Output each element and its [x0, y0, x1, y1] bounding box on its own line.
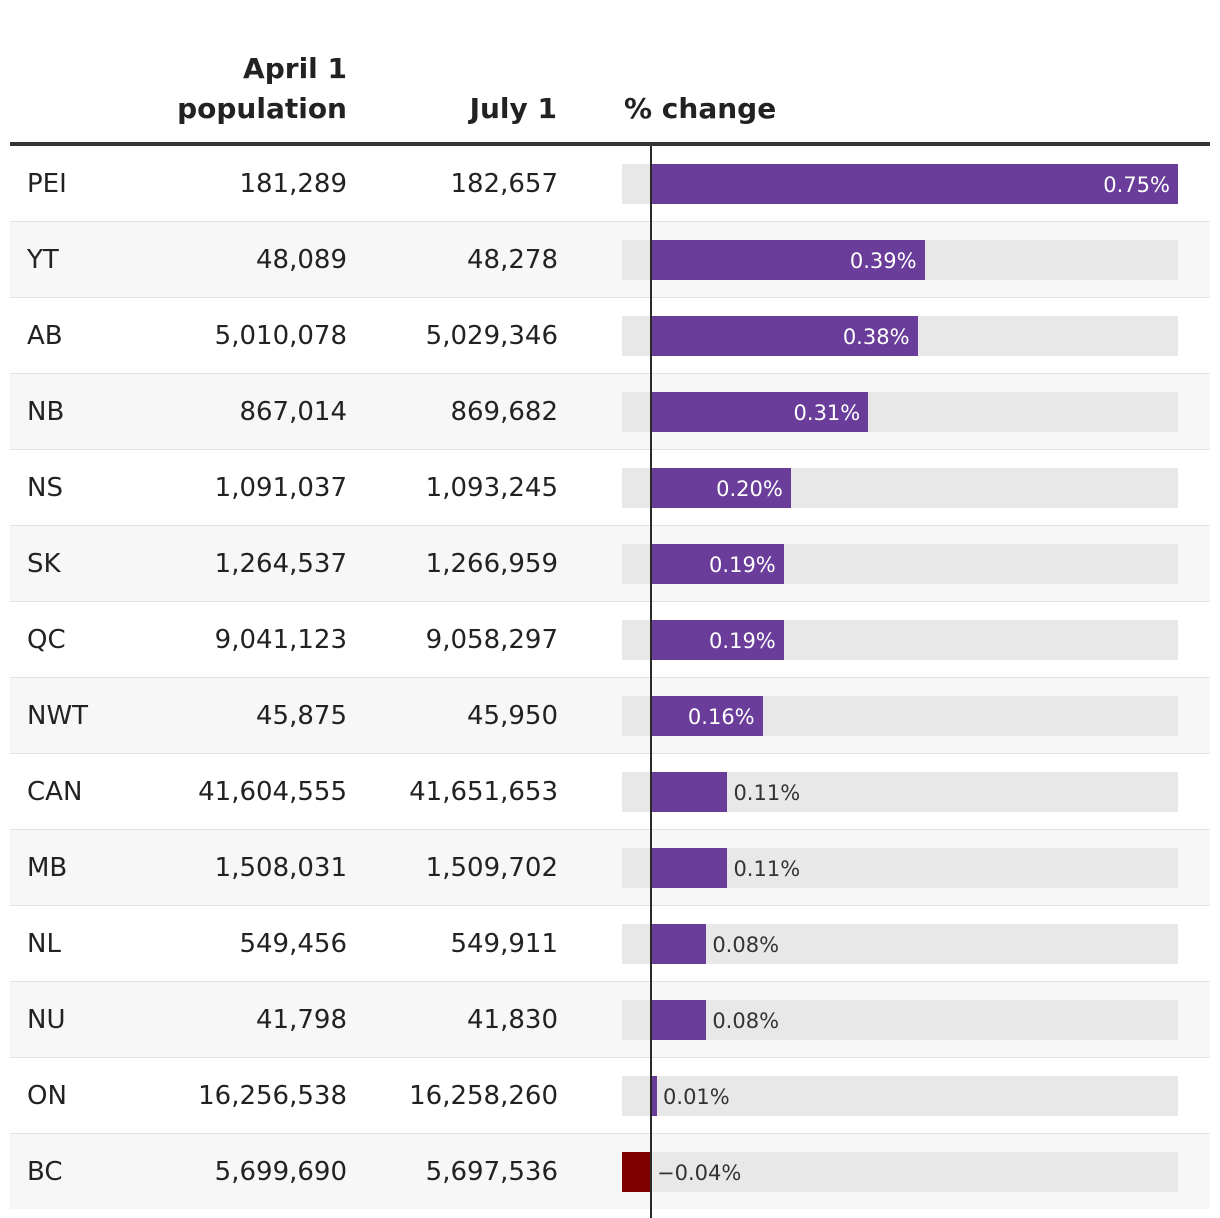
july-population-value: 1,509,702 — [425, 853, 558, 883]
table-row: AB 5,010,078 5,029,346 0.38% — [10, 298, 1210, 374]
july-population-value: 5,697,536 — [425, 1157, 558, 1187]
change-value-label: 0.08% — [712, 933, 780, 957]
table-row: NB 867,014 869,682 0.31% — [10, 374, 1210, 450]
header-april-line2: population — [177, 92, 347, 125]
header-rule — [10, 142, 1210, 146]
table-row: YT 48,089 48,278 0.39% — [10, 222, 1210, 298]
header-april-line1: April 1 — [243, 52, 347, 85]
province-label: AB — [27, 321, 63, 351]
table-row: ON 16,256,538 16,258,260 0.01% — [10, 1058, 1210, 1134]
bar-track — [622, 1076, 1178, 1116]
change-bar — [650, 848, 728, 888]
july-population-value: 549,911 — [450, 929, 558, 959]
change-value-label: 0.19% — [709, 553, 776, 577]
bar-track — [622, 1000, 1178, 1040]
change-value-label: 0.20% — [716, 477, 783, 501]
table-row: NL 549,456 549,911 0.08% — [10, 906, 1210, 982]
april-population-value: 1,091,037 — [214, 473, 347, 503]
change-bar — [650, 1076, 658, 1116]
change-value-label: 0.39% — [849, 249, 917, 273]
change-bar — [650, 924, 707, 964]
table-body: PEI 181,289 182,657 0.75% YT 48,089 48,278 0.39… — [10, 146, 1210, 1209]
bar-track — [622, 1152, 1178, 1192]
july-population-value: 1,093,245 — [425, 473, 558, 503]
april-population-value: 181,289 — [239, 169, 347, 199]
july-population-value: 48,278 — [467, 245, 558, 275]
header-percent-change: % change — [624, 92, 777, 125]
province-label: YT — [27, 245, 59, 275]
province-label: MB — [27, 853, 68, 883]
april-population-value: 16,256,538 — [198, 1081, 347, 1111]
april-population-value: 1,264,537 — [214, 549, 347, 579]
april-population-value: 48,089 — [256, 245, 347, 275]
july-population-value: 9,058,297 — [425, 625, 558, 655]
april-population-value: 41,604,555 — [198, 777, 347, 807]
july-population-value: 41,830 — [467, 1005, 558, 1035]
table-row: NWT 45,875 45,950 0.16% — [10, 678, 1210, 754]
change-bar — [650, 240, 925, 280]
change-bar — [650, 468, 791, 508]
table-row: BC 5,699,690 5,697,536 −0.04% — [10, 1134, 1210, 1209]
april-population-value: 549,456 — [239, 929, 347, 959]
change-bar — [650, 772, 728, 812]
province-label: BC — [27, 1157, 63, 1187]
change-bar — [621, 1152, 650, 1192]
april-population-value: 41,798 — [256, 1005, 347, 1035]
change-value-label: 0.16% — [687, 705, 755, 729]
change-bar — [650, 544, 784, 584]
change-value-label: 0.19% — [709, 629, 776, 653]
july-population-value: 869,682 — [450, 397, 558, 427]
change-value-label: 0.08% — [712, 1009, 780, 1033]
bar-track — [622, 924, 1178, 964]
july-population-value: 45,950 — [467, 701, 558, 731]
province-label: CAN — [27, 777, 83, 807]
change-value-label: 0.75% — [1103, 173, 1170, 197]
july-population-value: 5,029,346 — [425, 321, 558, 351]
april-population-value: 9,041,123 — [214, 625, 347, 655]
change-value-label: 0.11% — [733, 781, 801, 805]
change-value-label: −0.04% — [657, 1161, 742, 1185]
header-april-population: April 1 population — [177, 49, 347, 129]
province-label: NL — [27, 929, 61, 959]
april-population-value: 1,508,031 — [214, 853, 347, 883]
april-population-value: 5,010,078 — [214, 321, 347, 351]
table-row: CAN 41,604,555 41,651,653 0.11% — [10, 754, 1210, 830]
change-value-label: 0.01% — [663, 1085, 730, 1109]
table-row: NU 41,798 41,830 0.08% — [10, 982, 1210, 1058]
july-population-value: 41,651,653 — [409, 777, 558, 807]
change-value-label: 0.38% — [842, 325, 910, 349]
province-label: NU — [27, 1005, 66, 1035]
table-row: QC 9,041,123 9,058,297 0.19% — [10, 602, 1210, 678]
table-row: PEI 181,289 182,657 0.75% — [10, 146, 1210, 222]
change-bar — [650, 696, 763, 736]
province-label: NS — [27, 473, 63, 503]
header-july: July 1 — [469, 92, 557, 125]
change-bar — [650, 1000, 707, 1040]
province-label: SK — [27, 549, 61, 579]
zero-axis-line — [650, 146, 652, 1218]
april-population-value: 45,875 — [256, 701, 347, 731]
table-row: NS 1,091,037 1,093,245 0.20% — [10, 450, 1210, 526]
province-label: ON — [27, 1081, 67, 1111]
province-label: QC — [27, 625, 66, 655]
table-row: SK 1,264,537 1,266,959 0.19% — [10, 526, 1210, 602]
province-label: PEI — [27, 169, 67, 199]
july-population-value: 182,657 — [450, 169, 558, 199]
april-population-value: 867,014 — [239, 397, 347, 427]
table-row: MB 1,508,031 1,509,702 0.11% — [10, 830, 1210, 906]
change-value-label: 0.31% — [793, 401, 861, 425]
change-bar — [650, 392, 869, 432]
july-population-value: 16,258,260 — [409, 1081, 558, 1111]
change-bar — [650, 620, 784, 660]
change-value-label: 0.11% — [733, 857, 801, 881]
change-bar — [650, 316, 918, 356]
province-label: NWT — [27, 701, 89, 731]
change-bar — [650, 164, 1178, 204]
july-population-value: 1,266,959 — [425, 549, 558, 579]
april-population-value: 5,699,690 — [214, 1157, 347, 1187]
province-label: NB — [27, 397, 65, 427]
